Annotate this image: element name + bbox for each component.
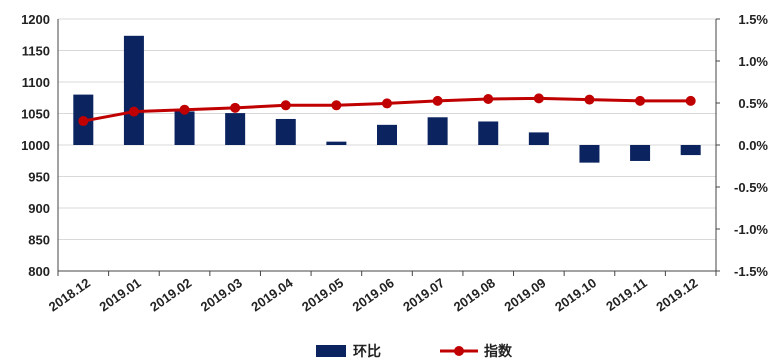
zhishu-point-2019.05 [331, 100, 342, 111]
zhishu-point-2019.10 [584, 94, 595, 105]
bar-2019.01 [123, 35, 144, 145]
zhishu-point-2019.02 [179, 104, 190, 115]
left-tick-label: 1100 [22, 75, 50, 90]
zhishu-point-2019.03 [230, 102, 241, 113]
x-tick-label: 2019.09 [501, 275, 548, 314]
legend-bar-label: 环比 [353, 343, 381, 360]
left-tick-label: 1050 [21, 107, 50, 122]
x-tick-label: 2019.11 [603, 275, 650, 314]
zhishu-point-2018.12 [78, 116, 89, 127]
x-tick-label: 2019.04 [248, 275, 296, 315]
legend-line-label: 指数 [484, 343, 513, 360]
legend: 环比 指数 [316, 343, 513, 360]
zhishu-point-2019.06 [382, 98, 392, 109]
legend-line-marker [454, 346, 464, 356]
bar-2019.10 [579, 145, 600, 163]
x-tick-label: 2019.01 [97, 275, 144, 314]
bar-2019.04 [275, 118, 296, 145]
x-tick-label: 2019.12 [653, 275, 700, 314]
right-tick-label: 0.0% [738, 138, 768, 153]
zhishu-point-2019.11 [635, 95, 646, 106]
x-tick-label: 2019.07 [400, 275, 447, 314]
left-tick-label: 850 [28, 233, 50, 248]
bar-series-huanbi [73, 35, 701, 163]
left-tick-label: 1200 [21, 12, 50, 27]
x-tick-label: 2019.10 [552, 275, 599, 314]
x-tick-label: 2018.12 [46, 275, 93, 314]
bar-2019.11 [630, 145, 651, 161]
bar-2019.07 [427, 117, 448, 145]
bar-2019.09 [528, 132, 549, 145]
axes [57, 19, 717, 276]
left-tick-label: 950 [28, 170, 50, 185]
bar-2019.08 [478, 121, 499, 145]
right-tick-label: 1.0% [738, 54, 768, 69]
line-series-zhishu [78, 93, 696, 127]
x-tick-label: 2019.03 [198, 275, 245, 314]
x-tick-label: 2019.02 [147, 275, 194, 314]
zhishu-point-2019.04 [280, 100, 291, 111]
x-tick-label: 2019.08 [451, 275, 498, 314]
left-tick-label: 1000 [21, 138, 50, 153]
bar-2019.12 [680, 145, 701, 156]
bar-2019.03 [225, 113, 246, 145]
bar-2019.05 [326, 141, 347, 145]
right-axis-ticks: -1.5% -1.0% -0.5% 0.0% 0.5% 1.0% 1.5% [716, 12, 768, 279]
x-axis-ticks: 2018.12 2019.01 2019.02 2019.03 2019.04 2019.… [46, 275, 700, 315]
right-tick-label: 0.5% [738, 96, 768, 111]
right-tick-label: 1.5% [738, 12, 768, 27]
left-axis-ticks: 800 850 900 950 1000 1050 1100 1150 1200 [21, 12, 50, 279]
zhishu-point-2019.01 [128, 106, 139, 117]
left-tick-label: 800 [28, 264, 50, 279]
right-tick-label: -0.5% [734, 180, 768, 195]
right-tick-label: -1.0% [734, 222, 768, 237]
legend-bar-swatch [316, 345, 346, 357]
zhishu-point-2019.12 [685, 95, 696, 106]
left-tick-label: 900 [28, 201, 50, 216]
zhishu-point-2019.09 [533, 93, 544, 104]
bar-2019.06 [377, 124, 397, 145]
zhishu-point-2019.07 [432, 95, 443, 106]
bar-2019.02 [174, 111, 195, 145]
left-tick-label: 1150 [22, 44, 50, 59]
right-tick-label: -1.5% [734, 264, 768, 279]
x-tick-label: 2019.06 [350, 275, 397, 314]
x-tick-label: 2019.05 [299, 275, 346, 314]
zhishu-point-2019.08 [483, 94, 494, 105]
